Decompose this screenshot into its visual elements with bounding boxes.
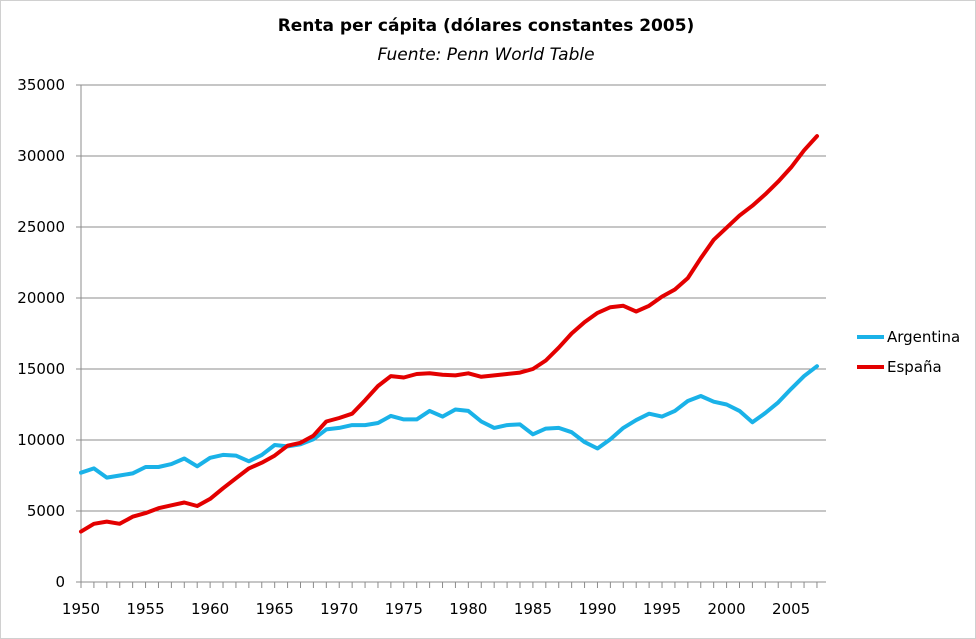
y-tick-label: 25000 [17,218,65,236]
y-tick-label: 30000 [17,147,65,165]
x-tick-label: 1970 [320,600,358,618]
y-axis-ticks: 0 5000 10000 15000 20000 25000 30000 35000 [17,76,81,591]
x-axis-ticks: 1950 1955 1960 1965 1970 1975 1980 1985 1990 1995… [62,582,818,618]
x-tick-label: 1990 [578,600,616,618]
series-line-espana [79,134,819,534]
x-tick-label: 1985 [514,600,552,618]
y-tick-label: 10000 [17,431,65,449]
x-tick-label: 1955 [126,600,164,618]
series-line-argentina [79,364,819,480]
x-tick-label: 1980 [449,600,487,618]
x-tick-label: 1975 [385,600,423,618]
chart-subtitle: Fuente: Penn World Table [377,45,594,65]
x-tick-label: 1995 [643,600,681,618]
legend: Argentina España [857,328,960,376]
series-lines [79,134,819,534]
y-tick-label: 0 [55,573,65,591]
x-tick-label: 2000 [707,600,745,618]
legend-label: España [887,358,942,376]
gridlines [81,84,826,512]
axes [80,85,826,583]
x-tick-label: 1965 [256,600,294,618]
x-tick-label: 1960 [191,600,229,618]
legend-label: Argentina [887,328,960,346]
chart-title: Renta per cápita (dólares constantes 200… [278,16,695,36]
x-tick-label: 1950 [62,600,100,618]
y-tick-label: 35000 [17,76,65,94]
x-tick-label: 2005 [772,600,810,618]
y-tick-label: 5000 [27,502,65,520]
y-tick-label: 20000 [17,289,65,307]
y-tick-label: 15000 [17,360,65,378]
